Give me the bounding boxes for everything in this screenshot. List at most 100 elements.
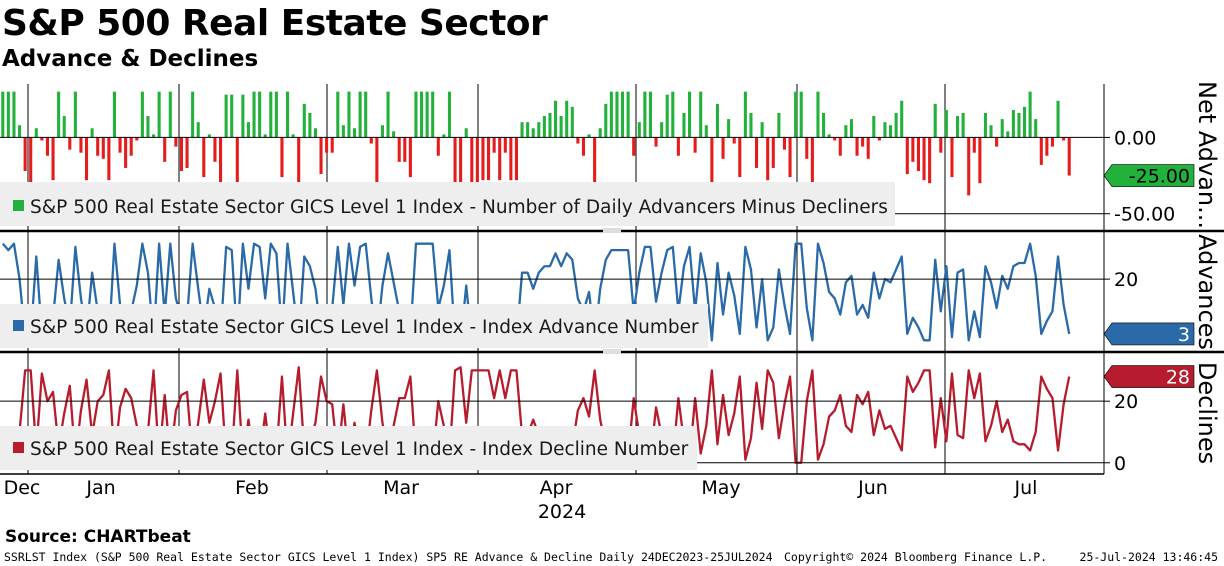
net-bar — [621, 91, 625, 138]
net-bar — [431, 91, 435, 138]
net-bar — [755, 137, 759, 168]
last-value-label: -25.00 — [1129, 166, 1190, 188]
net-bar — [978, 137, 982, 184]
net-bar — [738, 137, 742, 178]
axis-title-net: Net Advan... — [1193, 81, 1221, 229]
net-bar — [861, 137, 865, 147]
legend-swatch-net — [13, 200, 24, 211]
net-bar — [6, 91, 10, 138]
net-bar — [230, 94, 234, 138]
net-bar — [581, 137, 585, 156]
net-bar — [928, 137, 932, 184]
net-bar — [124, 137, 128, 168]
net-bar — [34, 128, 38, 138]
net-bar — [710, 137, 714, 184]
net-bar — [782, 137, 786, 150]
net-bar — [101, 137, 105, 159]
net-bar — [347, 91, 351, 138]
net-bar — [219, 137, 223, 184]
last-value-badge — [1103, 365, 1195, 388]
net-bar — [341, 125, 345, 138]
net-bar — [246, 122, 250, 138]
net-bar — [1006, 131, 1010, 138]
net-bar — [386, 91, 390, 138]
legend-declines: S&P 500 Real Estate Sector GICS Level 1 … — [0, 426, 697, 470]
net-bar — [380, 125, 384, 138]
net-bar — [487, 137, 491, 181]
x-tick-label: Jul — [1014, 477, 1038, 499]
net-bar — [152, 134, 156, 138]
net-bar — [420, 91, 424, 138]
x-tick-label: Mar — [383, 477, 419, 499]
net-bar — [743, 91, 747, 138]
x-tick-label: Feb — [235, 477, 269, 499]
y-tick-label: -50.00 — [1114, 204, 1175, 226]
net-bar — [1062, 137, 1066, 141]
net-bar — [565, 100, 569, 138]
net-bar — [330, 137, 334, 153]
net-bar — [146, 116, 150, 138]
net-bar — [671, 91, 675, 138]
net-bar — [1028, 91, 1032, 138]
net-bar — [816, 91, 820, 138]
net-bar — [453, 137, 457, 184]
net-bar — [1045, 137, 1049, 156]
net-bar — [771, 137, 775, 168]
net-bar — [112, 91, 116, 138]
net-bar — [336, 91, 340, 138]
net-bar — [855, 137, 859, 156]
net-bar — [436, 137, 440, 156]
net-bar — [313, 128, 317, 138]
net-bar — [498, 137, 502, 181]
footer-ticker-info: SSRLST Index (S&P 500 Real Estate Sector… — [4, 550, 773, 564]
net-bar — [648, 91, 652, 138]
net-bar — [29, 137, 33, 184]
net-bar — [1034, 119, 1038, 138]
net-bar — [643, 91, 647, 138]
net-bar — [637, 122, 641, 138]
chart-subtitle: Advance & Declines — [2, 46, 259, 72]
net-bar — [308, 113, 312, 138]
net-bar — [392, 131, 396, 138]
net-bar — [325, 137, 329, 153]
net-bar — [129, 137, 133, 156]
net-bar — [704, 125, 708, 138]
net-bar — [956, 116, 960, 138]
net-bar — [157, 91, 161, 138]
net-bar — [68, 137, 72, 150]
net-bar — [45, 137, 49, 156]
net-bar — [224, 94, 228, 138]
net-bar — [967, 137, 971, 196]
net-bar — [827, 134, 831, 138]
net-bar — [1023, 106, 1027, 138]
net-bar — [408, 137, 412, 178]
net-advances-panel: 0.00 -50.00 -25.00 — [0, 91, 1195, 226]
net-bar — [883, 122, 887, 138]
net-bar — [1, 91, 5, 138]
net-bar — [749, 113, 753, 138]
net-bar — [922, 137, 926, 181]
net-bar — [202, 137, 206, 178]
net-bar — [1039, 137, 1043, 165]
net-bar — [40, 137, 44, 141]
net-bar — [1056, 100, 1060, 138]
net-bar — [425, 91, 429, 138]
net-bar — [877, 137, 881, 141]
net-bar — [632, 137, 636, 156]
net-bar — [207, 134, 211, 138]
legend-advances: S&P 500 Real Estate Sector GICS Level 1 … — [0, 304, 708, 348]
net-bar — [916, 137, 920, 171]
x-tick-label: Dec — [4, 477, 41, 499]
net-bar — [972, 137, 976, 153]
net-bar — [587, 134, 591, 138]
net-bar — [849, 119, 853, 138]
net-bar — [721, 137, 725, 159]
net-bar — [609, 91, 613, 138]
net-bar — [258, 91, 262, 138]
net-bar — [520, 122, 524, 138]
net-bar — [79, 137, 83, 153]
net-bar — [179, 137, 183, 171]
net-bar — [414, 91, 418, 138]
net-bar — [191, 91, 195, 138]
x-tick-label: May — [701, 477, 740, 499]
